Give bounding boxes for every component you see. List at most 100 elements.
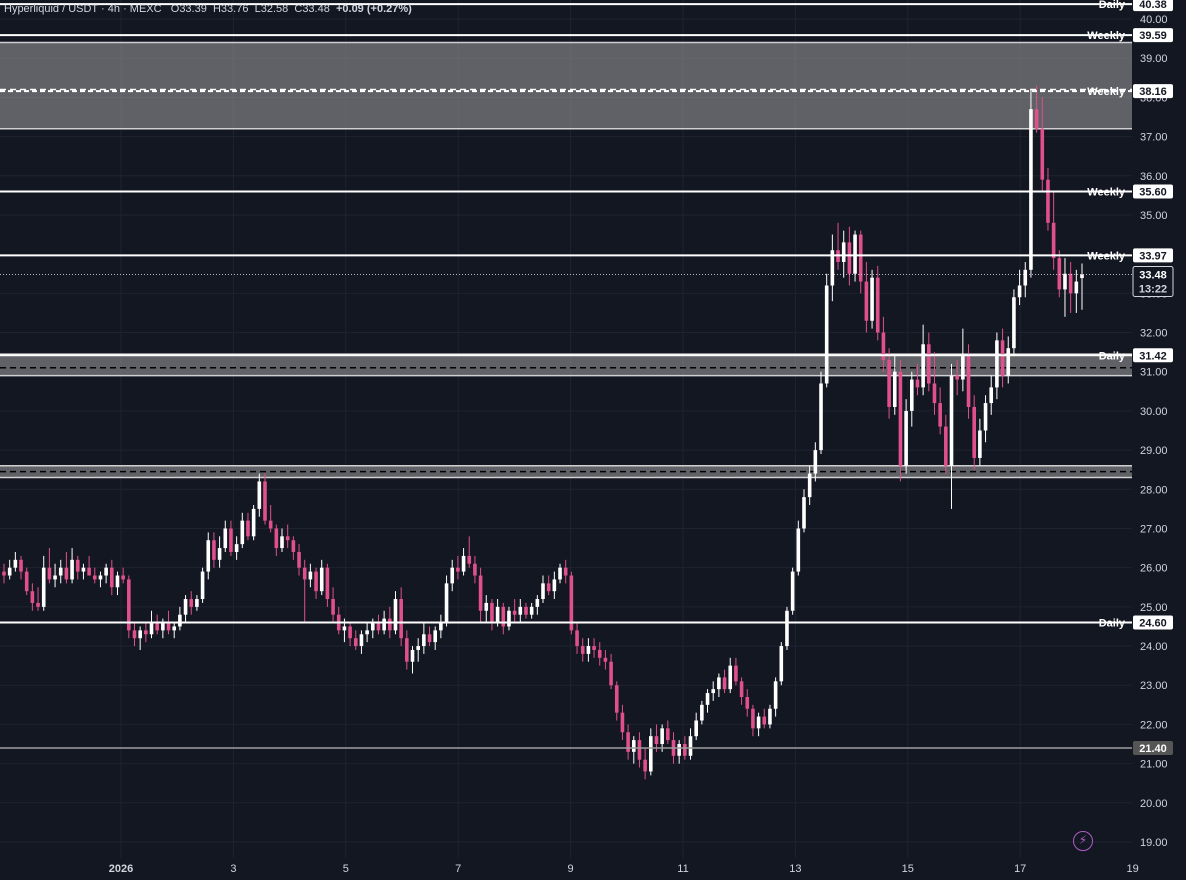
candle-body	[1023, 269, 1028, 286]
price-badge	[1133, 0, 1173, 12]
candle-body	[649, 736, 653, 772]
candle-body	[620, 712, 625, 733]
y-tick-label: 28.00	[1140, 484, 1168, 496]
candle-body	[944, 426, 948, 466]
candle-body	[30, 591, 35, 603]
candle-body	[422, 634, 426, 647]
price-badge-label: 33.97	[1139, 250, 1167, 262]
candle-body	[535, 599, 540, 607]
candle-body	[586, 646, 591, 654]
candle-body	[1034, 109, 1039, 129]
candle-body	[331, 599, 335, 615]
x-tick-label: 3	[230, 863, 236, 875]
candle-body	[705, 693, 710, 705]
candle-body	[666, 728, 670, 741]
candle-body	[155, 622, 159, 631]
interval[interactable]: 4h	[107, 3, 120, 15]
last-price-badge	[1132, 266, 1174, 298]
candle-body	[898, 371, 903, 466]
candle-body	[1017, 285, 1022, 298]
candle-body	[58, 567, 63, 576]
x-tick-label: 5	[343, 863, 349, 875]
candle-body	[132, 630, 137, 639]
candle-body	[229, 528, 233, 552]
candle-body	[575, 630, 579, 647]
candle-body	[461, 555, 466, 572]
candle-body	[983, 403, 988, 431]
candle-body	[858, 234, 863, 282]
price-badge	[1133, 348, 1173, 363]
candle-body	[580, 646, 585, 654]
sr-zone	[0, 42, 1132, 129]
candle-body	[234, 544, 239, 552]
level-label: Weekly	[1087, 86, 1126, 98]
candle-body	[291, 540, 296, 552]
lightning-icon[interactable]: ⚡	[1073, 831, 1093, 851]
y-tick-label: 20.00	[1140, 798, 1168, 810]
x-tick-label: 17	[1014, 863, 1026, 875]
candle-body	[388, 618, 392, 631]
candle-body	[1074, 281, 1079, 294]
candle-body	[631, 740, 636, 752]
candle-body	[734, 665, 738, 682]
candle-body	[909, 379, 914, 411]
candle-body	[932, 383, 937, 404]
close-label: C	[294, 3, 303, 15]
candle-body	[745, 696, 750, 709]
candle-body	[325, 567, 330, 600]
y-tick-label: 35.00	[1140, 210, 1168, 222]
symbol-header: Hyperliquid / USDT · 4h · MEXC O33.39 H3…	[4, 3, 412, 15]
x-tick-label: 9	[568, 863, 574, 875]
candle-body	[183, 599, 188, 615]
candle-body	[841, 242, 846, 262]
candle-body	[961, 356, 965, 380]
low-label: L	[254, 3, 261, 15]
candle-body	[739, 681, 744, 697]
level-label: Daily	[1099, 350, 1126, 362]
y-tick-label: 27.00	[1140, 523, 1168, 535]
price-badge-label: 39.59	[1139, 30, 1167, 42]
candle-body	[75, 559, 80, 572]
candle-body	[166, 622, 171, 631]
candle-body	[995, 340, 999, 388]
x-tick-label: 19	[1126, 863, 1138, 875]
x-tick-label: 13	[789, 863, 801, 875]
candle-body	[495, 606, 500, 623]
candle-body	[478, 575, 483, 611]
candle-body	[1063, 273, 1067, 290]
candle-body	[206, 540, 211, 572]
y-tick-label: 29.00	[1140, 445, 1168, 457]
price-badge-label: 21.40	[1139, 743, 1167, 755]
candle-body	[53, 575, 57, 580]
candle-body	[200, 571, 205, 600]
candle-body	[807, 473, 812, 498]
candle-body	[274, 528, 279, 549]
candle-body	[938, 403, 942, 427]
candle-body	[643, 759, 647, 772]
y-tick-label: 30.00	[1140, 406, 1168, 418]
change-value: +0.09 (+0.27%)	[335, 3, 412, 15]
candle-body	[660, 728, 664, 745]
candle-body	[915, 379, 920, 388]
candle-body	[7, 567, 12, 576]
level-label: Weekly	[1087, 186, 1126, 198]
y-tick-label: 31.00	[1140, 367, 1168, 379]
candle-body	[614, 685, 619, 713]
candle-body	[870, 277, 874, 321]
candle-body	[1068, 273, 1073, 294]
candle-body	[1006, 348, 1011, 376]
candle-body	[830, 250, 835, 286]
candle-body	[263, 481, 267, 521]
candle-body	[592, 646, 596, 650]
candle-body	[251, 508, 256, 537]
symbol-name[interactable]: Hyperliquid / USDT	[4, 3, 98, 15]
y-tick-label: 37.00	[1140, 132, 1168, 144]
price-badge	[1133, 184, 1173, 199]
candle-body	[654, 736, 659, 745]
candle-body	[677, 744, 681, 756]
candle-body	[563, 567, 568, 576]
candle-body	[416, 646, 420, 650]
level-label: Daily	[1099, 0, 1126, 11]
candle-body	[1040, 128, 1045, 180]
